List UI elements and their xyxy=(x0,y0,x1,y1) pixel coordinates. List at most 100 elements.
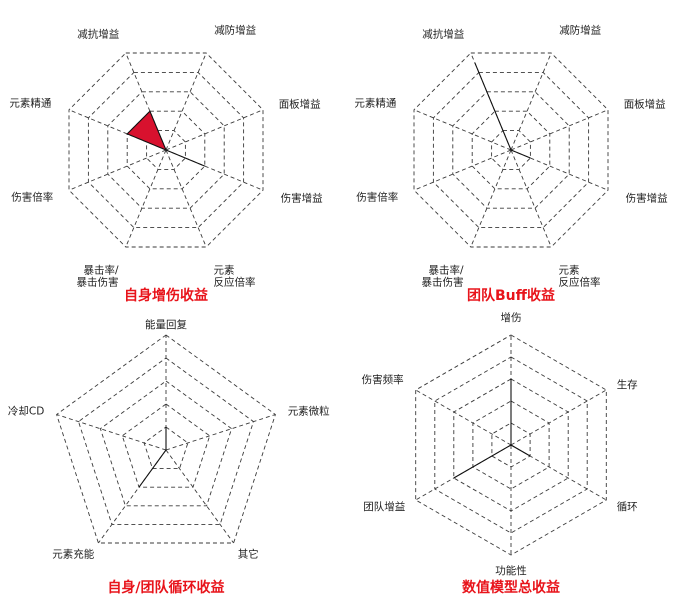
axis-label: 减抗增益 xyxy=(77,27,119,40)
axis-spoke xyxy=(56,414,167,451)
panel-title: 自身/团队循环收益 xyxy=(107,579,224,596)
data-area-cycle xyxy=(138,427,167,488)
axis-label-line: 团队增益 xyxy=(363,500,405,513)
axis-spoke xyxy=(510,444,607,501)
axis-spoke xyxy=(165,109,264,151)
axis-label-line: 元素精通 xyxy=(9,97,51,110)
axis-label: 减防增益 xyxy=(214,24,256,37)
axis-label: 暴击率/暴击伤害 xyxy=(422,264,464,289)
axis-label: 面板增益 xyxy=(624,97,666,110)
axis-label: 其它 xyxy=(238,548,259,561)
axis-spoke xyxy=(510,52,552,151)
grid-ring xyxy=(415,334,607,556)
grid-ring xyxy=(121,403,211,488)
panel-title: 自身增伤收益 xyxy=(124,287,208,304)
axis-spoke xyxy=(165,414,276,451)
grid-ring xyxy=(146,130,186,170)
axis-label-line: 功能性 xyxy=(495,564,527,577)
axis-spoke xyxy=(413,149,512,191)
axis-label-line: 减抗增益 xyxy=(422,27,464,40)
axis-label-line: 元素 xyxy=(559,264,580,277)
axis-label: 暴击率/暴击伤害 xyxy=(77,264,119,289)
axis-label-line: 暴击率/ xyxy=(428,264,463,277)
axis-spoke xyxy=(413,109,512,151)
axis-label: 伤害增益 xyxy=(281,192,323,205)
axis-label-line: 增伤 xyxy=(501,311,522,324)
axis-label: 减抗增益 xyxy=(422,27,464,40)
axis-label-line: 减防增益 xyxy=(559,24,601,37)
axis-label-line: 生存 xyxy=(617,378,638,391)
axis-label: 元素精通 xyxy=(9,97,51,110)
axis-label: 伤害增益 xyxy=(626,192,668,205)
axis-label-line: 伤害频率 xyxy=(362,373,404,386)
axis-label: 生存 xyxy=(617,378,638,391)
axis-label: 伤害倍率 xyxy=(356,191,398,204)
axis-label-line: 伤害增益 xyxy=(281,192,323,205)
axis-label: 伤害倍率 xyxy=(11,191,53,204)
grid-ring xyxy=(77,357,255,525)
axis-label-line: 伤害倍率 xyxy=(356,191,398,204)
axis-spoke xyxy=(415,444,512,501)
grid xyxy=(68,52,264,248)
axis-label-line: 暴击率/ xyxy=(83,264,118,277)
axis-label: 减防增益 xyxy=(559,24,601,37)
axis-label-line: 元素充能 xyxy=(52,548,94,561)
axis-label: 元素充能 xyxy=(52,548,94,561)
axis-label-line: 减抗增益 xyxy=(77,27,119,40)
axis-label-line: 伤害增益 xyxy=(626,192,668,205)
data-area-total xyxy=(453,379,531,479)
axis-label: 能量回复 xyxy=(145,318,187,331)
grid-ring xyxy=(99,380,233,507)
axis-label-line: 能量回复 xyxy=(145,318,187,331)
grid xyxy=(56,334,276,544)
axis-label-line: 元素精通 xyxy=(354,97,396,110)
axis-label: 团队增益 xyxy=(363,500,405,513)
axis-spoke xyxy=(165,52,207,151)
axis-label: 增伤 xyxy=(501,311,522,324)
axis-spoke xyxy=(510,149,552,248)
axis-label-line: 暴击伤害 xyxy=(422,276,464,289)
axis-spoke xyxy=(125,149,167,248)
axis-label-line: 反应倍率 xyxy=(214,276,256,289)
axis-label-line: 元素 xyxy=(214,264,235,277)
axis-spoke xyxy=(470,149,512,248)
panel-title: 团队Buff收益 xyxy=(467,287,555,304)
axis-label-line: 循环 xyxy=(617,500,638,513)
grid-ring xyxy=(56,334,276,544)
data-area-self-damage xyxy=(126,110,206,167)
grid-ring xyxy=(143,426,189,470)
grid-ring xyxy=(87,71,245,229)
axis-label: 面板增益 xyxy=(279,97,321,110)
grid-ring xyxy=(491,130,531,170)
axis-label-line: 面板增益 xyxy=(279,97,321,110)
grid-ring xyxy=(432,71,590,229)
axis-spoke xyxy=(165,149,207,248)
axis-label: 元素微粒 xyxy=(288,404,330,417)
grid-ring xyxy=(107,91,225,209)
grid xyxy=(415,334,607,556)
axis-spoke xyxy=(98,449,167,544)
axis-label-line: 减防增益 xyxy=(214,24,256,37)
axis-label-line: 反应倍率 xyxy=(559,276,601,289)
axis-label-line: 元素微粒 xyxy=(288,404,330,417)
axis-label: 冷却CD xyxy=(8,404,44,417)
axis-label: 元素反应倍率 xyxy=(214,264,256,289)
axis-label-line: 冷却CD xyxy=(8,404,44,417)
axis-spoke xyxy=(415,389,512,446)
panel-title: 数值模型总收益 xyxy=(462,579,560,596)
axis-spoke xyxy=(510,109,609,151)
axis-label: 功能性 xyxy=(495,564,527,577)
axis-spoke xyxy=(165,449,234,544)
axis-label: 伤害频率 xyxy=(362,373,404,386)
axis-label: 元素精通 xyxy=(354,97,396,110)
axis-spoke xyxy=(68,149,167,191)
axis-label: 循环 xyxy=(617,500,638,513)
